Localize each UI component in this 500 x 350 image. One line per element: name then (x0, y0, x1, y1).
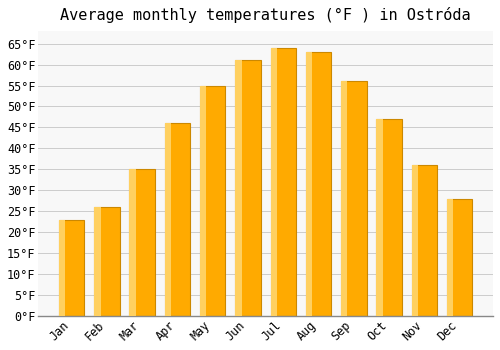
Bar (200, 85, 226, 316)
Bar (94, 207, 100, 316)
Bar (306, 52, 312, 316)
Bar (130, 169, 155, 316)
Bar (376, 119, 383, 316)
Bar (341, 81, 366, 316)
Bar (59, 219, 65, 316)
Bar (376, 119, 402, 316)
Bar (412, 165, 418, 316)
Bar (164, 123, 171, 316)
Bar (164, 123, 190, 316)
Bar (447, 199, 454, 316)
Bar (130, 169, 136, 316)
Bar (412, 165, 437, 316)
Bar (236, 61, 260, 316)
Bar (94, 207, 120, 316)
Bar (200, 85, 206, 316)
Bar (270, 48, 296, 316)
Bar (306, 52, 332, 316)
Bar (59, 219, 84, 316)
Bar (447, 199, 472, 316)
Bar (270, 48, 277, 316)
Bar (341, 81, 347, 316)
Title: Average monthly temperatures (°F ) in Ostróda: Average monthly temperatures (°F ) in Os… (60, 7, 471, 23)
Bar (236, 61, 242, 316)
